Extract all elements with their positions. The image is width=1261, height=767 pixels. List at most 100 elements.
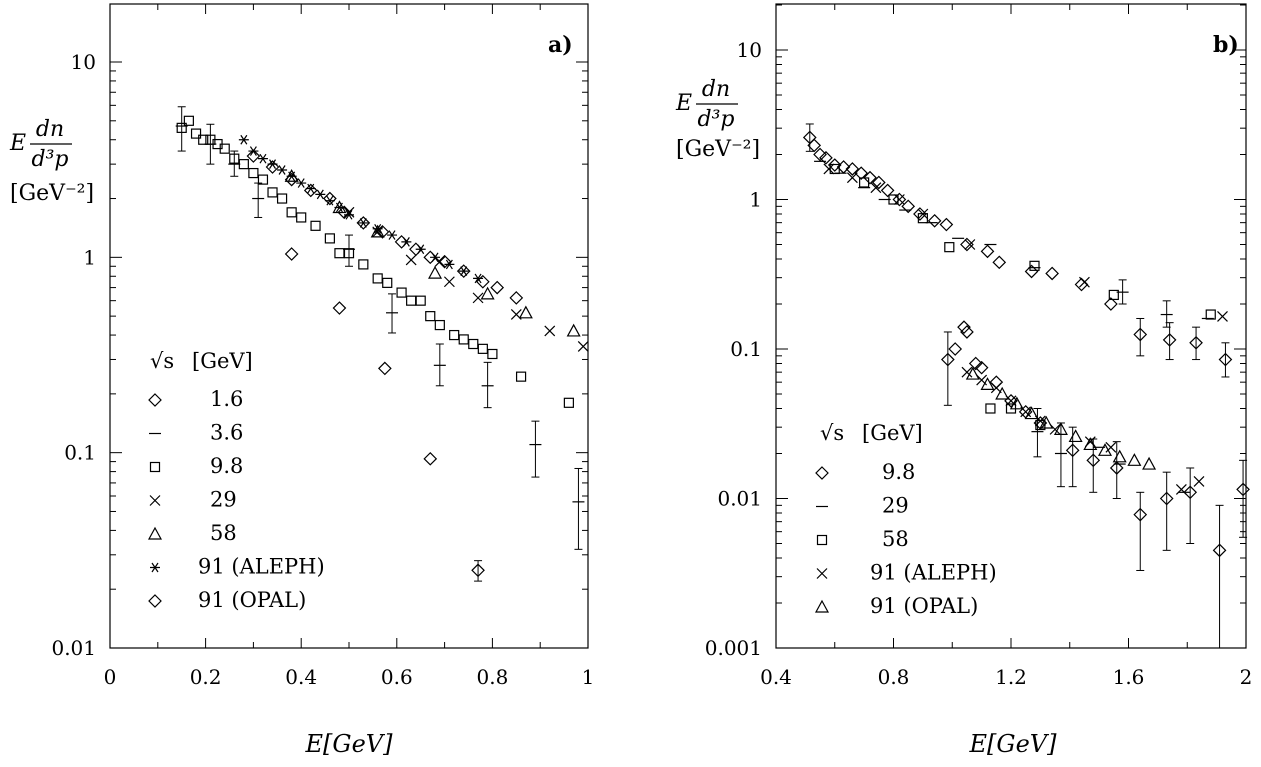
data-point [944,242,955,253]
data-point [176,122,187,133]
data-point [409,242,423,257]
data-point [1217,311,1228,322]
legend-marker [816,568,828,579]
data-point [1029,260,1040,271]
plot-frame [109,3,589,649]
data-point [1175,484,1187,495]
data-point [845,162,860,176]
x-tick-label: 0.6 [381,665,413,689]
data-point [563,397,574,408]
x-tick-label: 0.4 [285,665,317,689]
data-point [1024,264,1039,279]
data-point [1097,443,1113,456]
data-point [1159,491,1174,506]
series-91-opal- [965,366,1157,470]
legend-entry: 91 (ALEPH) [870,561,997,585]
data-point [940,352,955,367]
data-point [1083,437,1098,451]
data-point [863,170,877,185]
data-point [1183,485,1198,500]
legend-marker [149,461,161,473]
y-axis-label-unit: [GeV⁻²] [10,181,94,206]
legend-entry: 58 [882,527,909,551]
legend-marker [815,466,829,480]
data-point [968,356,983,371]
series-29 [343,206,589,352]
data-point [456,264,471,278]
data-point [296,212,307,223]
legend-entry: 29 [210,488,237,512]
data-point [1162,333,1177,347]
data-point [277,165,288,175]
data-point [846,172,858,184]
panel-label: b) [1213,32,1239,58]
y-axis-label-prefix: E [9,131,26,156]
y-tick-label: 0.01 [51,636,96,660]
legend-entry: 91 (ALEPH) [198,555,325,579]
data-point [871,175,886,190]
legend-title-text: [GeV] [192,349,253,373]
data-point [425,311,436,322]
data-point [807,138,822,153]
data-point [829,163,840,175]
legend-entry: 91 (OPAL) [870,594,978,618]
data-point [477,343,488,354]
data-point [1009,396,1024,410]
data-point [960,325,974,339]
data-point [284,247,299,261]
data-point [995,386,1010,400]
data-point [358,218,369,228]
data-point [1079,276,1090,288]
legend-entry: 1.6 [210,387,243,411]
data-point [518,305,533,319]
legend-entry: 9.8 [210,454,243,478]
data-point [267,187,278,198]
data-point [375,225,390,239]
data-point [238,134,249,145]
data-point [480,286,495,300]
data-point [358,259,369,270]
x-tick-label: 2 [1240,665,1253,689]
data-point [985,403,996,414]
y-tick-label: 0.1 [64,441,96,465]
legend-marker [816,534,828,546]
y-axis-label-denominator: d³p [32,147,69,172]
data-point [939,217,954,232]
data-point [378,361,392,376]
data-point [888,194,899,205]
panel-label: a) [548,32,573,58]
x-axis-label: E[GeV] [305,730,394,758]
legend-marker [149,495,161,506]
data-point [1212,543,1227,558]
data-point [1065,443,1080,458]
series-9-8 [802,123,1250,649]
series-91-opal- [246,149,524,305]
data-point [323,191,337,206]
data-point [566,323,581,337]
y-tick-label: 0.1 [730,337,762,361]
y-axis-label-prefix: E [675,91,692,116]
y-axis-label-numerator: dn [702,77,730,102]
data-point [219,143,230,154]
data-point [823,163,835,175]
legend-entry: 91 (OPAL) [198,588,306,612]
data-point [990,382,1002,394]
y-tick-label: 10 [737,38,762,62]
legend-marker [148,393,162,407]
x-tick-label: 1.6 [1113,665,1145,689]
data-point [948,342,963,356]
data-point [458,266,469,276]
x-tick-label: 1.2 [995,665,1027,689]
legend-marker [147,526,163,540]
data-point [961,366,973,378]
series-58 [829,163,1216,431]
data-point [980,244,995,259]
data-point [880,183,895,198]
data-point [248,167,259,179]
data-point [1068,429,1083,443]
data-point [406,295,417,306]
data-point [1053,422,1068,435]
data-point [1045,266,1059,281]
data-point [324,233,335,244]
